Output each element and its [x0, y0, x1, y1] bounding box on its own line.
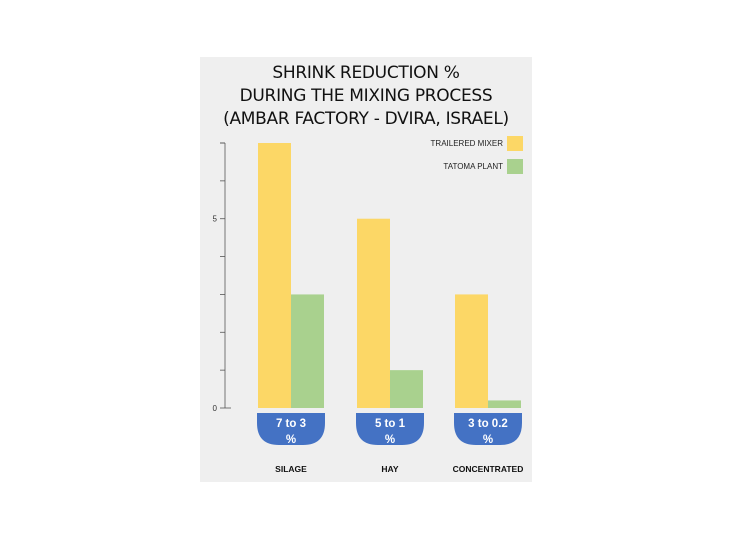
bar — [488, 400, 521, 408]
range-badge-label: 7 to 3 — [276, 418, 306, 430]
y-axis: 05 — [213, 142, 231, 413]
category-label: CONCENTRATED — [453, 464, 524, 474]
legend: TRAILERED MIXER TATOMA PLANT — [431, 136, 523, 174]
range-badge-label: % — [385, 434, 395, 446]
legend-label: TATOMA PLANT — [443, 162, 503, 171]
bar-chart: 05 7 to 3%5 to 1%3 to 0.2% SILAGE HAY CONC… — [213, 136, 523, 474]
bar — [390, 370, 423, 408]
chart-title-line-3: (AMBAR FACTORY - DVIRA, ISRAEL) — [223, 109, 509, 129]
legend-swatch — [507, 136, 523, 151]
category-label: SILAGE — [275, 464, 307, 474]
category-label: HAY — [381, 464, 398, 474]
range-badge — [257, 413, 325, 445]
bar — [258, 143, 291, 408]
range-badge-label: % — [286, 434, 296, 446]
y-tick-label: 0 — [213, 404, 218, 413]
range-badge — [454, 413, 522, 445]
range-badge-label: % — [483, 434, 493, 446]
y-tick-label: 5 — [213, 215, 218, 224]
category-labels: SILAGE HAY CONCENTRATED — [275, 464, 523, 474]
chart-title-line-2: DURING THE MIXING PROCESS — [239, 86, 493, 106]
bar — [291, 294, 324, 408]
bar — [357, 218, 390, 408]
legend-label: TRAILERED MIXER — [431, 139, 504, 148]
range-badge — [356, 413, 424, 445]
bars — [258, 143, 521, 408]
range-badge-label: 3 to 0.2 — [468, 418, 508, 430]
bar — [455, 294, 488, 408]
chart-title-line-1: SHRINK REDUCTION % — [272, 63, 460, 83]
legend-swatch — [507, 159, 523, 174]
range-badge-label: 5 to 1 — [375, 418, 406, 430]
chart-panel: SHRINK REDUCTION % DURING THE MIXING PRO… — [200, 57, 532, 482]
range-badges: 7 to 3% 5 to 1% 3 to 0.2% — [257, 413, 522, 446]
